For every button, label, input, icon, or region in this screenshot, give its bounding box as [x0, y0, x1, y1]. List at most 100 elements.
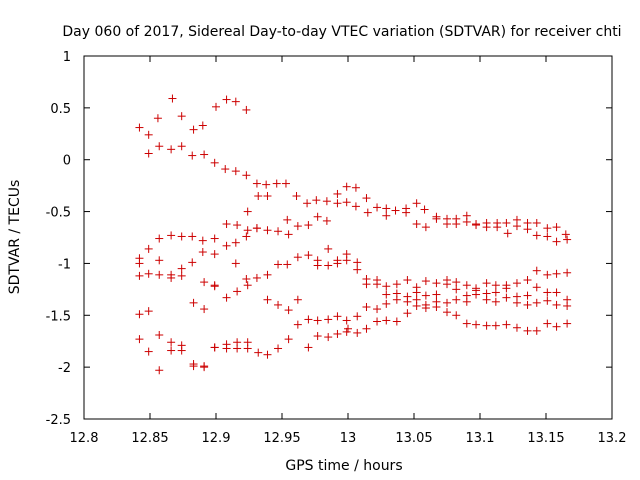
data-point [342, 182, 351, 191]
data-point [563, 301, 572, 310]
data-point [543, 296, 552, 305]
data-point [353, 312, 362, 321]
data-point [482, 321, 491, 330]
data-point [382, 211, 391, 220]
data-point [177, 271, 186, 280]
data-point [543, 224, 552, 233]
data-point [502, 320, 511, 329]
data-point [231, 167, 240, 176]
data-point [283, 260, 292, 269]
data-point [200, 363, 209, 372]
data-point [443, 220, 451, 229]
data-point [412, 220, 421, 229]
data-point [252, 224, 261, 233]
data-point [382, 282, 391, 291]
data-point [188, 232, 197, 241]
data-point [472, 221, 481, 230]
data-point [523, 300, 532, 309]
data-point [512, 298, 521, 307]
data-point [293, 222, 302, 231]
data-point [272, 179, 281, 188]
data-point [512, 222, 521, 231]
data-point [242, 171, 251, 180]
data-point [198, 236, 207, 245]
data-point [303, 199, 312, 208]
data-point [144, 130, 153, 139]
data-point [252, 179, 261, 188]
data-point [252, 273, 261, 282]
data-point [243, 281, 252, 290]
data-point [135, 335, 144, 344]
data-point [304, 221, 313, 230]
data-point [222, 241, 231, 250]
data-point [443, 280, 451, 289]
data-point [274, 300, 283, 309]
data-point [421, 291, 430, 300]
data-point [167, 273, 176, 282]
data-point [392, 295, 401, 304]
data-point [552, 237, 561, 246]
data-point [382, 204, 391, 213]
data-point [563, 319, 572, 328]
data-point [512, 323, 521, 332]
data-point [333, 329, 342, 338]
data-point [189, 125, 198, 134]
data-point [421, 304, 430, 313]
data-point [491, 288, 500, 297]
data-point [523, 276, 532, 285]
data-point [532, 231, 541, 240]
data-point [313, 316, 322, 325]
data-point [351, 202, 360, 211]
data-point [155, 234, 164, 243]
data-point [135, 271, 144, 280]
data-point [543, 288, 552, 297]
data-point [443, 308, 451, 317]
data-point [333, 189, 342, 198]
data-point [402, 208, 411, 217]
data-point [523, 326, 532, 335]
data-point [382, 290, 391, 299]
data-point [462, 281, 471, 290]
y-tick-label: 0 [63, 154, 71, 169]
data-point [304, 251, 313, 260]
data-point [231, 238, 240, 247]
data-point [363, 208, 372, 217]
data-point [293, 253, 302, 262]
data-point [342, 316, 351, 325]
data-point [563, 235, 572, 244]
data-point [283, 215, 292, 224]
data-point [403, 297, 412, 306]
data-point [254, 192, 263, 201]
x-tick-label: 12.85 [131, 431, 168, 446]
data-point [144, 149, 153, 158]
data-point [324, 315, 333, 324]
data-point [482, 279, 491, 288]
data-point [155, 330, 164, 339]
data-point [482, 295, 491, 304]
data-point [155, 270, 164, 279]
data-point [284, 230, 293, 239]
data-point [313, 332, 322, 341]
data-point [177, 264, 186, 273]
data-point [263, 270, 272, 279]
data-point [373, 280, 382, 289]
data-point [552, 288, 561, 297]
data-point [177, 346, 186, 355]
data-point [293, 295, 302, 304]
data-point [462, 217, 471, 226]
data-point [421, 277, 430, 286]
data-point [221, 165, 230, 174]
data-point [373, 317, 382, 326]
data-point [304, 315, 313, 324]
data-point [188, 151, 197, 160]
data-point [167, 338, 176, 347]
data-point [324, 244, 333, 253]
data-point [552, 269, 561, 278]
data-point [312, 196, 321, 205]
data-point [543, 270, 552, 279]
data-point [168, 94, 177, 103]
data-point [177, 232, 186, 241]
data-points [135, 94, 572, 375]
data-point [403, 309, 412, 318]
data-point [552, 322, 561, 331]
